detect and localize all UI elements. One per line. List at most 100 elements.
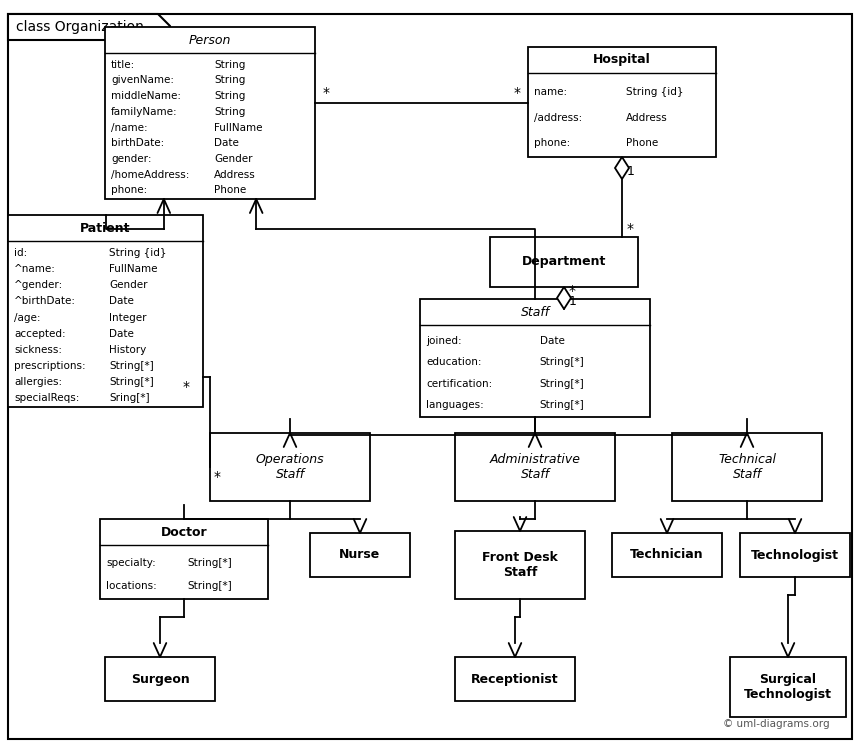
Text: Date: Date <box>539 336 564 346</box>
Text: String {id}: String {id} <box>109 248 167 258</box>
Text: Phone: Phone <box>626 138 658 148</box>
Text: Gender: Gender <box>214 154 253 164</box>
Bar <box>740 533 850 577</box>
Text: Department: Department <box>522 255 606 268</box>
Text: accepted:: accepted: <box>14 329 65 338</box>
Text: Phone: Phone <box>214 185 247 196</box>
Bar <box>455 531 585 599</box>
Text: 1: 1 <box>627 165 635 178</box>
Polygon shape <box>557 287 571 309</box>
Bar <box>672 433 822 501</box>
Text: gender:: gender: <box>111 154 151 164</box>
Bar <box>310 533 410 577</box>
Text: Receptionist: Receptionist <box>471 672 559 686</box>
Text: phone:: phone: <box>534 138 570 148</box>
Text: joined:: joined: <box>426 336 462 346</box>
Polygon shape <box>8 14 170 40</box>
Text: Staff: Staff <box>520 306 550 318</box>
Text: Person: Person <box>189 34 231 46</box>
Text: givenName:: givenName: <box>111 75 174 85</box>
Text: middleName:: middleName: <box>111 91 181 101</box>
Text: Hospital: Hospital <box>593 54 651 66</box>
Polygon shape <box>615 157 629 179</box>
Text: ^gender:: ^gender: <box>14 280 64 291</box>
Text: 1: 1 <box>569 295 577 308</box>
Bar <box>100 519 268 599</box>
Text: *: * <box>323 86 330 100</box>
Text: specialty:: specialty: <box>106 557 156 568</box>
Text: Technician: Technician <box>630 548 703 562</box>
Text: education:: education: <box>426 358 482 368</box>
Text: String: String <box>214 60 246 69</box>
Text: String[*]: String[*] <box>539 379 584 389</box>
Bar <box>8 215 203 407</box>
Text: Nurse: Nurse <box>340 548 381 562</box>
Text: familyName:: familyName: <box>111 107 178 117</box>
Bar <box>455 657 575 701</box>
Text: ^birthDate:: ^birthDate: <box>14 297 76 306</box>
Text: Gender: Gender <box>109 280 148 291</box>
Bar <box>612 533 722 577</box>
Bar <box>528 47 716 157</box>
Text: String: String <box>214 91 246 101</box>
Text: Surgeon: Surgeon <box>131 672 189 686</box>
Text: Surgical
Technologist: Surgical Technologist <box>744 673 832 701</box>
Bar <box>105 657 215 701</box>
Text: String[*]: String[*] <box>187 557 232 568</box>
Text: sickness:: sickness: <box>14 345 62 355</box>
Text: FullName: FullName <box>214 123 262 132</box>
Text: *: * <box>183 380 190 394</box>
Text: Technologist: Technologist <box>751 548 839 562</box>
Text: String[*]: String[*] <box>539 400 584 410</box>
Text: Front Desk
Staff: Front Desk Staff <box>482 551 558 579</box>
Text: title:: title: <box>111 60 135 69</box>
Text: languages:: languages: <box>426 400 483 410</box>
Bar <box>105 27 315 199</box>
Text: certification:: certification: <box>426 379 492 389</box>
Text: Integer: Integer <box>109 312 147 323</box>
Text: *: * <box>514 86 521 100</box>
Bar <box>455 433 615 501</box>
Text: Address: Address <box>214 170 256 180</box>
Text: /homeAddress:: /homeAddress: <box>111 170 189 180</box>
Text: birthDate:: birthDate: <box>111 138 164 148</box>
Text: String[*]: String[*] <box>109 361 154 371</box>
Bar <box>210 433 370 501</box>
Text: Patient: Patient <box>80 222 131 235</box>
Text: Doctor: Doctor <box>161 525 207 539</box>
Text: Operations
Staff: Operations Staff <box>255 453 324 481</box>
Text: Address: Address <box>626 113 667 123</box>
Text: *: * <box>627 222 634 236</box>
Text: Date: Date <box>214 138 239 148</box>
Text: String: String <box>214 107 246 117</box>
Text: FullName: FullName <box>109 264 158 274</box>
Text: name:: name: <box>534 87 567 97</box>
Text: Date: Date <box>109 329 134 338</box>
Text: /name:: /name: <box>111 123 148 132</box>
Text: String[*]: String[*] <box>187 581 232 591</box>
Text: *: * <box>569 284 576 298</box>
Bar <box>490 237 638 287</box>
Text: specialReqs:: specialReqs: <box>14 393 79 403</box>
Text: id:: id: <box>14 248 28 258</box>
Text: Sring[*]: Sring[*] <box>109 393 150 403</box>
Text: String {id}: String {id} <box>626 87 683 97</box>
Text: locations:: locations: <box>106 581 157 591</box>
Text: Administrative
Staff: Administrative Staff <box>489 453 580 481</box>
Text: History: History <box>109 345 147 355</box>
Text: class Organization: class Organization <box>16 20 144 34</box>
Text: ^name:: ^name: <box>14 264 56 274</box>
Text: String[*]: String[*] <box>109 377 154 387</box>
Text: /age:: /age: <box>14 312 40 323</box>
Text: *: * <box>214 470 221 484</box>
Text: String[*]: String[*] <box>539 358 584 368</box>
Text: /address:: /address: <box>534 113 582 123</box>
Text: String: String <box>214 75 246 85</box>
Text: Date: Date <box>109 297 134 306</box>
Text: © uml-diagrams.org: © uml-diagrams.org <box>723 719 830 729</box>
Bar <box>420 299 650 417</box>
Text: phone:: phone: <box>111 185 147 196</box>
Text: Technical
Staff: Technical Staff <box>718 453 776 481</box>
Text: prescriptions:: prescriptions: <box>14 361 86 371</box>
Bar <box>730 657 846 717</box>
